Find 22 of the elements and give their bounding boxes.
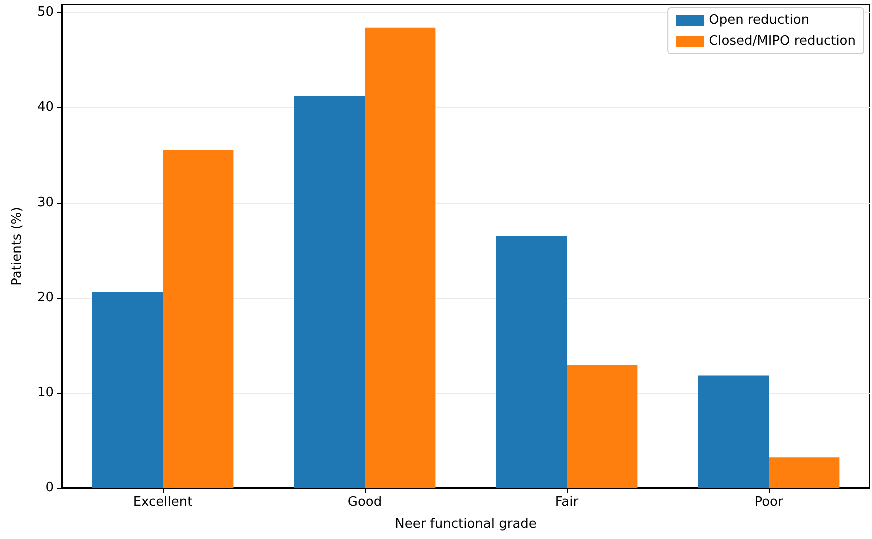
x-tick-label: Fair	[555, 495, 580, 510]
y-tick-label: 40	[37, 100, 54, 116]
bar	[92, 292, 163, 488]
y-axis-title: Patients (%)	[10, 207, 25, 286]
y-tick-label: 30	[37, 195, 54, 210]
bar	[698, 376, 769, 488]
y-tick-label: 20	[37, 290, 54, 306]
bar	[294, 96, 365, 488]
legend-label: Open reduction	[709, 13, 810, 28]
legend-label: Closed/MIPO reduction	[709, 34, 856, 49]
bar	[496, 236, 567, 488]
bar	[163, 150, 234, 488]
bar	[365, 28, 436, 488]
y-tick-label: 0	[46, 480, 54, 496]
y-tick-label: 10	[37, 385, 54, 400]
y-tick-label: 50	[37, 5, 54, 20]
bar	[769, 458, 840, 488]
x-tick-label: Poor	[754, 495, 784, 510]
x-tick-label: Excellent	[133, 495, 193, 510]
bar	[567, 365, 638, 488]
x-tick-label: Good	[348, 495, 382, 510]
x-axis-title: Neer functional grade	[395, 517, 537, 532]
